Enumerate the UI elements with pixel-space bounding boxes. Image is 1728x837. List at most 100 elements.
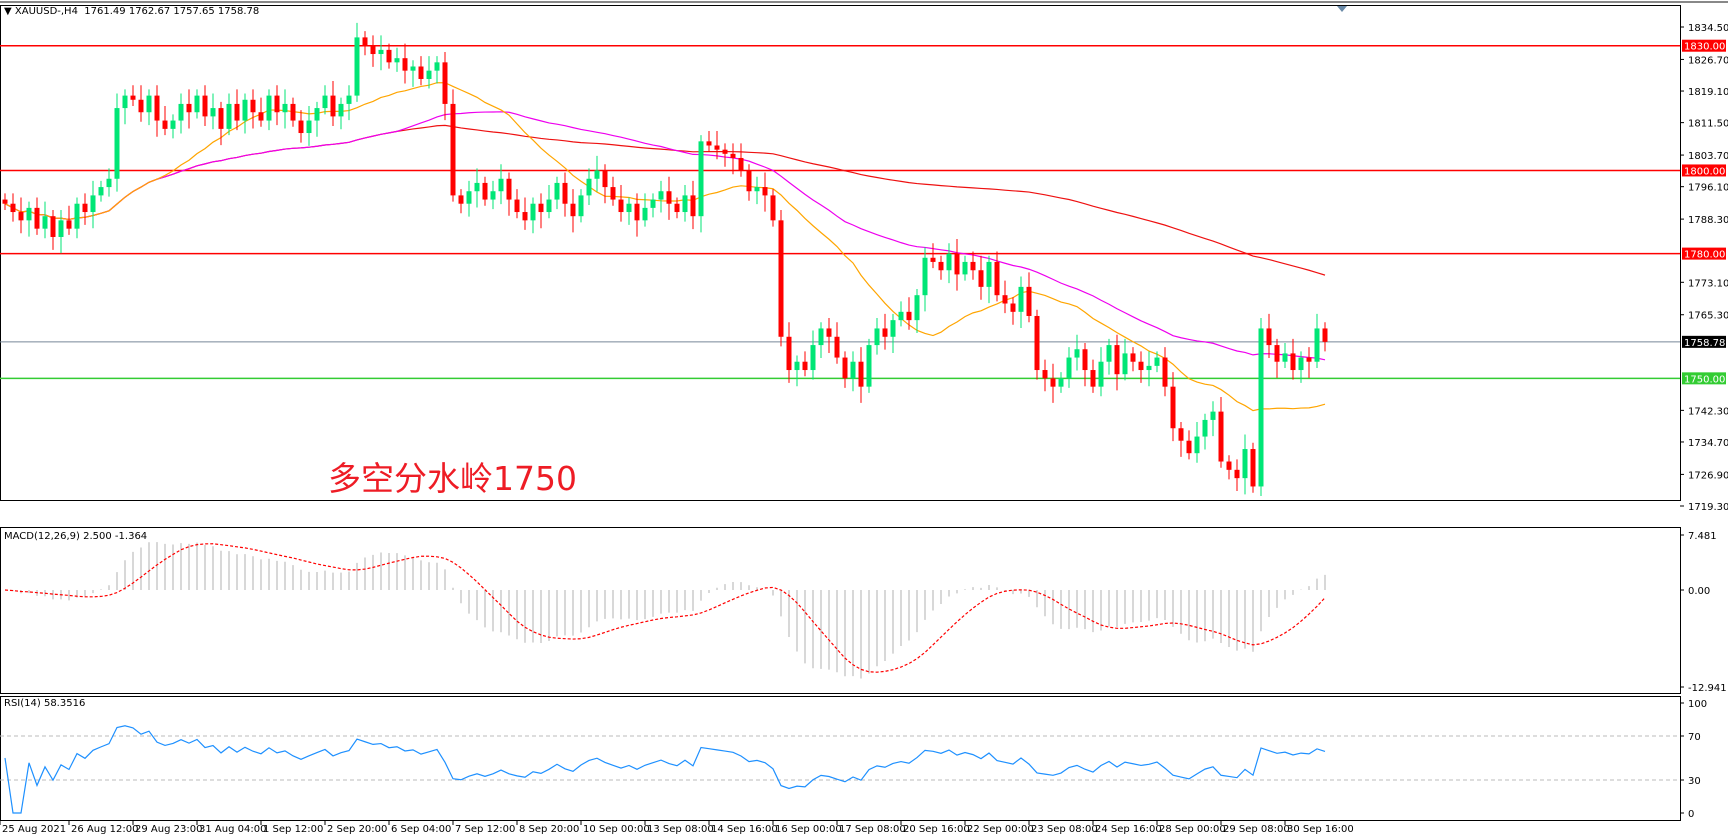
candle-body [1202, 419, 1208, 437]
candle-body [1002, 295, 1008, 304]
candle-body [794, 361, 800, 371]
candle-body [1074, 349, 1080, 358]
x-tick-label: 10 Sep 00:00 [583, 824, 650, 835]
candle-body [410, 66, 416, 71]
candle-body [994, 261, 1000, 296]
candle-body [226, 103, 232, 129]
x-tick-label: 7 Sep 12:00 [455, 824, 515, 835]
candle-body [1290, 353, 1296, 371]
x-tick-label: 20 Sep 16:00 [903, 824, 970, 835]
candle-body [594, 170, 600, 179]
candle-body [866, 345, 872, 387]
level-tag [1682, 372, 1726, 385]
candle-body [1154, 357, 1160, 366]
level-label: 1800.00 [1684, 166, 1725, 177]
candle-body [626, 203, 632, 213]
chart-shift-marker-icon[interactable] [1337, 6, 1347, 12]
rsi-panel-frame [0, 696, 1681, 821]
candle-body [394, 58, 400, 63]
candle-body [618, 199, 624, 213]
candle-body [1010, 303, 1016, 312]
x-tick-label: 13 Sep 08:00 [647, 824, 714, 835]
candle-body [562, 182, 568, 204]
symbol-label: XAUUSD-,H4 [14, 6, 78, 17]
current-price-tag [1682, 335, 1726, 348]
candle-body [714, 145, 720, 150]
candle-body [1090, 370, 1096, 387]
candle-body [834, 336, 840, 358]
candle-body [178, 103, 184, 121]
candle-body [1186, 440, 1192, 454]
candle-body [90, 195, 96, 213]
level-tag [1682, 247, 1726, 260]
candle-body [634, 203, 640, 221]
candle-body [1210, 411, 1216, 420]
candle-body [778, 220, 784, 337]
rsi-label: RSI(14) 58.3516 [4, 698, 86, 709]
ma-fast-line [4, 82, 1326, 412]
candle-body [498, 178, 504, 192]
candle-body [474, 182, 480, 192]
candle-body [1226, 461, 1232, 470]
candle-body [362, 37, 368, 46]
current-price-label: 1758.78 [1684, 338, 1725, 349]
candle-body [826, 328, 832, 337]
candle-body [1082, 349, 1088, 371]
candle-body [1026, 286, 1032, 316]
candle-body [402, 58, 408, 71]
rsi-tick-label: 70 [1688, 732, 1701, 743]
rsi-line [4, 725, 1326, 814]
candle-body [170, 120, 176, 129]
candle-body [154, 95, 160, 121]
candle-body [58, 220, 64, 237]
candle-body [586, 178, 592, 196]
level-tag [1682, 39, 1726, 52]
candle-body [1178, 428, 1184, 441]
candle-body [546, 199, 552, 213]
candle-body [1042, 370, 1048, 379]
candle-body [274, 95, 280, 113]
candle-body [458, 195, 464, 204]
candle-body [1138, 361, 1144, 371]
candle-body [530, 203, 536, 221]
candle-body [50, 216, 56, 237]
level-label: 1830.00 [1684, 42, 1725, 53]
rsi-tick-label: 30 [1688, 776, 1701, 787]
macd-label: MACD(12,26,9) 2.500 -1.364 [4, 531, 148, 542]
candle-body [2, 199, 8, 204]
candle-body [698, 141, 704, 217]
dropdown-triangle-icon[interactable]: ▼ [4, 6, 12, 17]
candle-body [74, 203, 80, 229]
y-tick-label: 1765.30 [1688, 311, 1728, 322]
candle-body [1282, 353, 1288, 362]
macd-tick-label: 7.481 [1688, 531, 1717, 542]
candle-body [298, 120, 304, 134]
candle-body [874, 328, 880, 346]
macd-panel-frame [0, 527, 1681, 694]
candle-body [1234, 469, 1240, 479]
candle-body [106, 178, 112, 188]
y-tick-label: 1719.30 [1688, 502, 1728, 513]
candle-body [1098, 361, 1104, 387]
x-tick-label: 29 Sep 08:00 [1223, 824, 1290, 835]
chart-annotation: 多空分水岭1750 [328, 459, 577, 498]
candle-body [1298, 357, 1304, 371]
candle-body [850, 361, 856, 379]
candle-body [1258, 328, 1264, 487]
candle-body [858, 361, 864, 387]
candle-body [386, 49, 392, 63]
candle-body [418, 66, 424, 79]
macd-tick-label: -12.941 [1688, 683, 1727, 694]
y-tick-label: 1796.10 [1688, 183, 1728, 194]
candle-body [746, 170, 752, 192]
candle-body [770, 195, 776, 221]
y-tick-label: 1773.10 [1688, 278, 1728, 289]
candle-body [674, 203, 680, 213]
candle-body [266, 95, 272, 121]
candle-body [234, 103, 240, 121]
candle-body [378, 49, 384, 55]
candle-body [146, 95, 152, 113]
candle-body [930, 257, 936, 262]
candle-body [138, 99, 144, 113]
